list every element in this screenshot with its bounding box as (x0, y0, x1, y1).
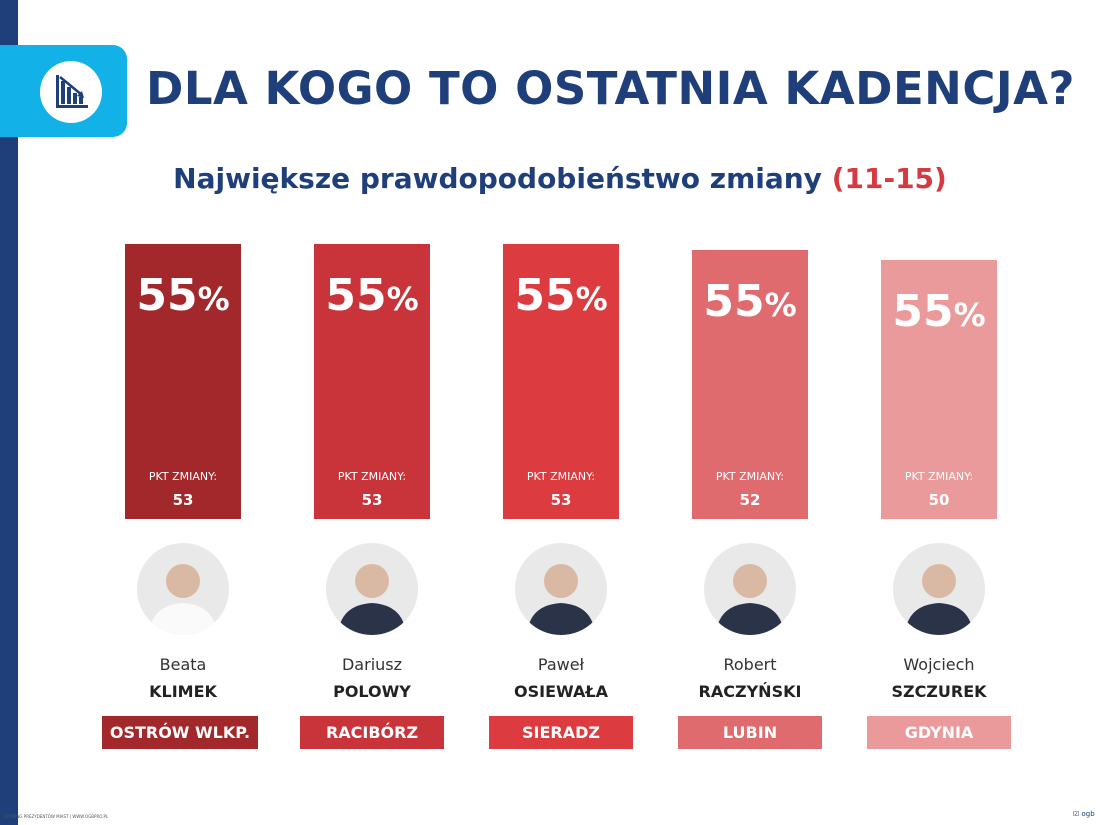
page-title: DLA KOGO TO OSTATNIA KADENCJA? (146, 62, 1076, 115)
last-name: OSIEWAŁA (514, 682, 608, 701)
pkt-label: PKT ZMIANY: (904, 470, 974, 483)
declining-bar-chart-icon (40, 61, 102, 123)
first-name: Dariusz (341, 655, 403, 674)
city-label: SIERADZ (489, 716, 633, 749)
subtitle-text: Największe prawdopodobieństwo zmiany (173, 162, 822, 195)
first-name: Paweł (537, 655, 585, 674)
bar: 55% PKT ZMIANY: 50 (881, 260, 997, 519)
city-label: OSTRÓW WLKP. (102, 716, 258, 749)
bar: 55% PKT ZMIANY: 53 (314, 244, 430, 519)
pkt-label: PKT ZMIANY: (148, 470, 218, 483)
portrait-photo (137, 543, 229, 635)
pkt-value: 52 (739, 491, 761, 509)
pkt-label: PKT ZMIANY: (715, 470, 785, 483)
first-name: Robert (723, 655, 777, 674)
pkt-label: PKT ZMIANY: (526, 470, 596, 483)
left-accent-bar (0, 0, 18, 825)
portrait-photo (704, 543, 796, 635)
bar: 55% PKT ZMIANY: 52 (692, 250, 808, 519)
first-name: Beata (159, 655, 207, 674)
portrait-photo (326, 543, 418, 635)
last-name: SZCZUREK (891, 682, 987, 701)
pkt-value: 53 (361, 491, 383, 509)
bar: 55% PKT ZMIANY: 53 (503, 244, 619, 519)
bar-value-label: 55% (514, 270, 608, 321)
last-name: POLOWY (333, 682, 411, 701)
city-label: LUBIN (678, 716, 822, 749)
last-name: KLIMEK (149, 682, 217, 701)
header-badge (0, 45, 127, 137)
ogb-logo: ☑ ogb (1073, 810, 1095, 818)
subtitle-range: (11-15) (831, 162, 947, 195)
last-name: RACZYŃSKI (698, 682, 802, 701)
city-label: GDYNIA (867, 716, 1011, 749)
bar-value-label: 55% (892, 286, 986, 337)
pkt-value: 53 (172, 491, 194, 509)
bar-value-label: 55% (136, 270, 230, 321)
portrait-photo (893, 543, 985, 635)
pkt-label: PKT ZMIANY: (337, 470, 407, 483)
subtitle: Największe prawdopodobieństwo zmiany (11… (0, 162, 1100, 195)
portrait-photo (515, 543, 607, 635)
footer-text: SCORING PREZYDENTÓW MIAST | WWW.OGBPRO.P… (4, 814, 109, 819)
bar: 55% PKT ZMIANY: 53 (125, 244, 241, 519)
pkt-value: 50 (928, 491, 950, 509)
bar-value-label: 55% (703, 276, 797, 327)
city-label: RACIBÓRZ (300, 716, 444, 749)
pkt-value: 53 (550, 491, 572, 509)
bar-value-label: 55% (325, 270, 419, 321)
first-name: Wojciech (903, 655, 975, 674)
